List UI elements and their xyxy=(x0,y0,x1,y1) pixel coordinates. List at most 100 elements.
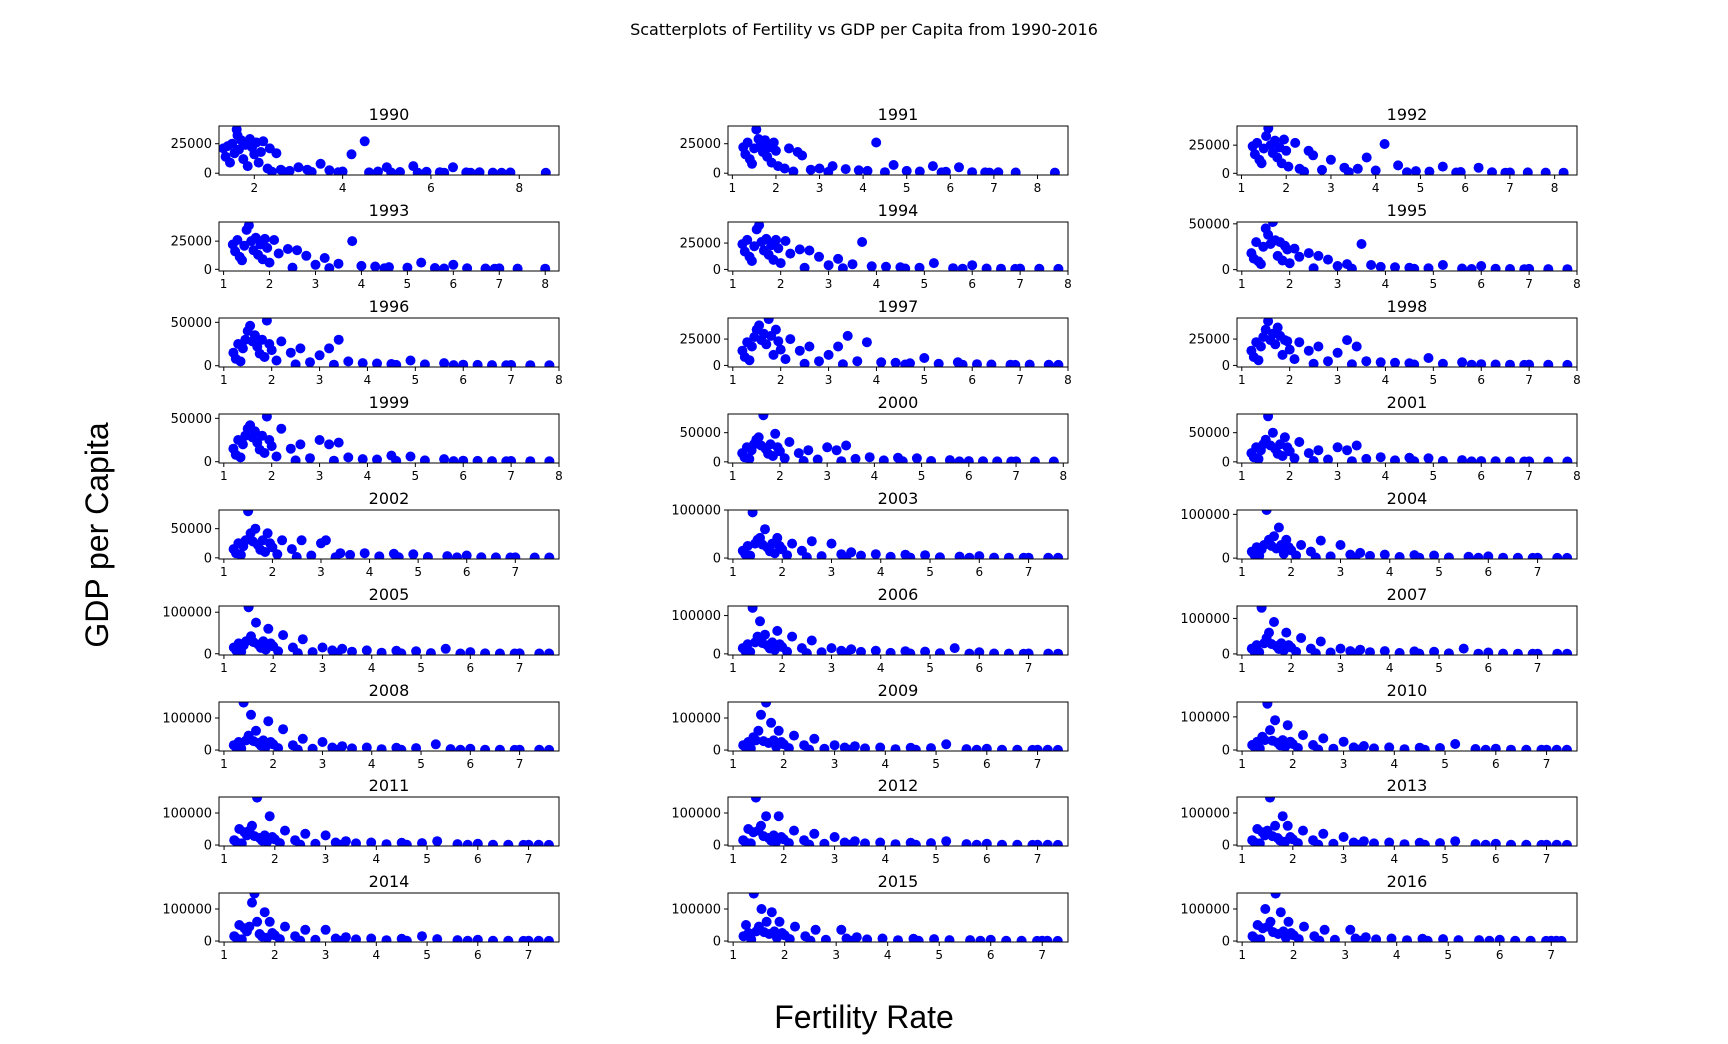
y-tick-label: 25000 xyxy=(1189,139,1230,154)
data-point xyxy=(954,162,964,173)
data-point xyxy=(974,647,985,655)
data-point xyxy=(1018,648,1029,655)
data-point xyxy=(1315,636,1326,647)
x-tick-label: 7 xyxy=(1038,948,1046,962)
subplot-title: 2014 xyxy=(369,872,410,891)
data-point xyxy=(357,454,368,463)
y-tick-label: 25000 xyxy=(171,137,212,152)
data-point xyxy=(900,263,911,271)
data-point xyxy=(1414,552,1425,559)
data-point xyxy=(963,456,974,463)
data-point xyxy=(806,536,817,547)
x-tick-label: 3 xyxy=(825,373,833,387)
data-point xyxy=(1338,832,1349,842)
data-point xyxy=(472,359,483,367)
subplot-title: 2000 xyxy=(878,393,919,412)
data-point xyxy=(1042,744,1053,751)
x-tick-label: 8 xyxy=(1573,277,1581,291)
subplot-2007: 2007 1 2 3 4 5 6 7 0 100000 xyxy=(1180,585,1578,675)
x-tick-label: 4 xyxy=(358,277,366,291)
data-point xyxy=(787,538,798,549)
data-point xyxy=(1259,735,1270,746)
points-1991 xyxy=(738,126,1060,175)
data-point xyxy=(244,921,255,932)
subplot-title: 2004 xyxy=(1387,489,1428,508)
data-point xyxy=(1277,349,1288,360)
data-point xyxy=(941,739,952,750)
data-point xyxy=(1352,163,1363,174)
data-point xyxy=(775,258,786,269)
points-2010 xyxy=(1247,702,1572,751)
data-point xyxy=(954,551,965,559)
data-point xyxy=(829,832,840,842)
points-1996 xyxy=(228,318,555,367)
data-point xyxy=(462,839,473,846)
data-point xyxy=(1429,646,1440,655)
data-point xyxy=(944,455,955,463)
data-point xyxy=(745,646,756,655)
data-point xyxy=(1298,825,1308,836)
data-point xyxy=(814,251,824,262)
data-point xyxy=(1353,744,1364,751)
subplot-title: 2010 xyxy=(1387,681,1428,700)
points-1992 xyxy=(1247,126,1569,175)
data-point xyxy=(533,935,544,942)
data-point xyxy=(249,426,260,437)
data-point xyxy=(833,253,844,264)
data-point xyxy=(816,551,827,559)
subplot-2009: 2009 1 2 3 4 5 6 7 0 100000 xyxy=(671,681,1069,771)
data-point xyxy=(257,430,268,441)
data-point xyxy=(823,260,834,271)
axes-frame xyxy=(1236,317,1578,368)
data-point xyxy=(1049,167,1060,175)
points-2004 xyxy=(1246,510,1573,559)
x-tick-label: 2 xyxy=(778,565,786,579)
data-point xyxy=(1052,744,1063,751)
x-tick-label: 5 xyxy=(412,469,420,483)
data-point xyxy=(1325,154,1336,165)
subplot-2010: 2010 1 2 3 4 5 6 7 0 100000 xyxy=(1180,681,1578,771)
data-point xyxy=(785,248,796,259)
data-point xyxy=(741,920,751,930)
data-point xyxy=(1338,736,1349,747)
data-point xyxy=(1256,158,1267,169)
data-point xyxy=(1296,633,1307,643)
y-tick-label: 100000 xyxy=(671,807,721,822)
data-point xyxy=(534,648,545,655)
x-tick-label: 5 xyxy=(935,948,943,962)
data-point xyxy=(820,934,831,942)
axes-frame xyxy=(727,125,1069,176)
data-point xyxy=(1332,347,1343,358)
x-tick-label: 2 xyxy=(1286,373,1294,387)
data-point xyxy=(271,451,282,462)
data-point xyxy=(282,244,293,254)
x-tick-label: 6 xyxy=(466,661,474,675)
data-point xyxy=(1435,743,1445,751)
data-point xyxy=(819,838,830,846)
x-tick-label: 7 xyxy=(1025,565,1033,579)
x-tick-label: 8 xyxy=(1034,181,1042,195)
data-point xyxy=(487,456,497,463)
data-point xyxy=(1419,839,1430,846)
data-point xyxy=(926,838,936,846)
data-point xyxy=(812,454,823,463)
x-tick-label: 4 xyxy=(1372,181,1380,195)
y-tick-label: 50000 xyxy=(1189,217,1230,232)
data-point xyxy=(1283,916,1294,927)
x-tick-label: 1 xyxy=(220,852,228,866)
axes-frame xyxy=(218,509,560,560)
data-point xyxy=(1490,456,1501,463)
data-point xyxy=(1277,451,1288,461)
data-point xyxy=(1048,456,1059,463)
data-point xyxy=(1519,264,1530,271)
data-point xyxy=(914,166,925,175)
data-point xyxy=(1422,935,1433,942)
data-point xyxy=(1284,344,1295,355)
y-tick-label: 100000 xyxy=(1180,807,1230,822)
data-point xyxy=(236,743,247,751)
data-point xyxy=(981,838,992,846)
data-point xyxy=(405,451,416,462)
data-point xyxy=(366,837,377,846)
data-point xyxy=(1292,743,1303,751)
data-point xyxy=(315,158,326,169)
